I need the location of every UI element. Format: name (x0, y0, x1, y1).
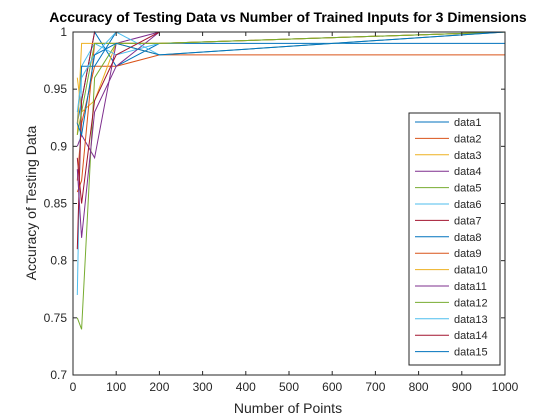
x-tick-label: 700 (365, 380, 385, 394)
axes: 0 100 200 300 400 500 600 700 800 900 1000 0.7 0.75 0… (44, 25, 519, 394)
chart-title: Accuracy of Testing Data vs Number of Tr… (49, 9, 527, 25)
legend-label: data10 (454, 265, 488, 277)
y-tick-label: 0.75 (44, 311, 68, 325)
legend-label: data12 (454, 297, 488, 309)
y-tick-label: 0.8 (50, 254, 67, 268)
legend: data1 data2 data3 data4 data5 data6 data7 data8… (408, 112, 501, 366)
x-tick-label: 200 (149, 380, 169, 394)
y-tick-label: 1 (60, 25, 67, 39)
legend-label: data2 (454, 133, 482, 145)
x-tick-label: 600 (322, 380, 342, 394)
legend-label: data5 (454, 183, 482, 195)
legend-label: data13 (454, 314, 488, 326)
y-tick-label: 0.85 (44, 197, 68, 211)
y-axis-label: Accuracy of Testing Data (23, 125, 39, 280)
legend-label: data9 (454, 248, 482, 260)
legend-label: data7 (454, 215, 482, 227)
legend-label: data14 (454, 330, 488, 342)
x-axis-label: Number of Points (234, 400, 342, 416)
legend-label: data11 (454, 281, 487, 293)
legend-label: data6 (454, 199, 482, 211)
y-tick-label: 0.7 (50, 368, 67, 382)
x-tick-label: 900 (452, 380, 472, 394)
y-tick-label: 0.95 (44, 82, 68, 96)
legend-label: data15 (454, 347, 488, 359)
x-tick-label: 800 (409, 380, 429, 394)
legend-label: data4 (454, 166, 482, 178)
series-line-data15 (76, 31, 506, 137)
y-tick-label: 0.9 (50, 139, 67, 153)
legend-label: data3 (454, 150, 482, 162)
x-tick-label: 100 (106, 380, 126, 394)
x-tick-label: 0 (70, 380, 77, 394)
legend-label: data1 (454, 117, 482, 129)
x-tick-label: 300 (193, 380, 213, 394)
x-tick-label: 1000 (492, 380, 519, 394)
x-tick-label: 500 (279, 380, 299, 394)
x-tick-label: 400 (236, 380, 256, 394)
legend-label: data8 (454, 232, 482, 244)
